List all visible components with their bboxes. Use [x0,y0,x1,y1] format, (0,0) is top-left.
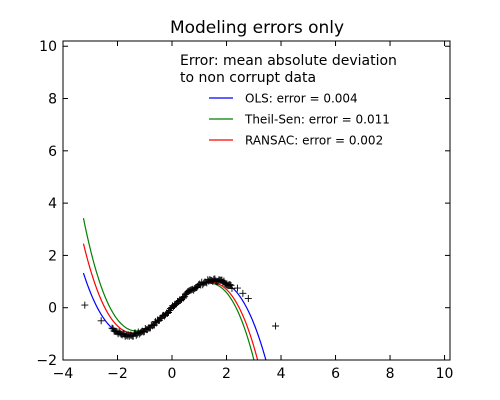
y-tick-label: 4 [48,196,57,212]
data-point [226,281,234,289]
data-points [81,275,280,340]
y-tick-label: 6 [48,144,57,160]
axes-frame [62,40,451,361]
y-tick-label: 0 [48,301,57,317]
data-point-outlier [233,284,241,292]
chart-title: Modeling errors only [170,18,344,38]
y-tick-label: 8 [48,92,57,108]
x-tick-label: 6 [331,366,340,382]
data-point-outlier [244,295,252,303]
x-tick-label: 4 [277,366,286,382]
data-point-outlier [272,322,280,330]
x-tick-label: −4 [53,366,74,382]
data-point [227,281,235,289]
data-point [180,294,188,302]
x-tick-label: 8 [386,366,395,382]
x-tick-label: 0 [168,366,177,382]
legend-title-line: Error: mean absolute deviation [180,53,397,69]
y-tick-label: −2 [36,353,57,369]
x-tick-label: 2 [222,366,231,382]
y-tick-label: 2 [48,248,57,264]
legend-title-line: to non corrupt data [180,70,316,86]
legend-label-2: RANSAC: error = 0.002 [245,134,383,148]
legend: Error: mean absolute deviation to non co… [180,53,397,148]
legend-label-0: OLS: error = 0.004 [245,92,358,106]
data-point-outlier [81,301,89,309]
x-tick-label: −2 [107,366,128,382]
data-point-outlier [239,289,247,297]
y-tick-label: 10 [39,39,57,55]
data-point-outlier [97,317,105,325]
legend-label-1: Theil-Sen: error = 0.011 [244,113,390,127]
x-tick-label: 10 [436,366,454,382]
